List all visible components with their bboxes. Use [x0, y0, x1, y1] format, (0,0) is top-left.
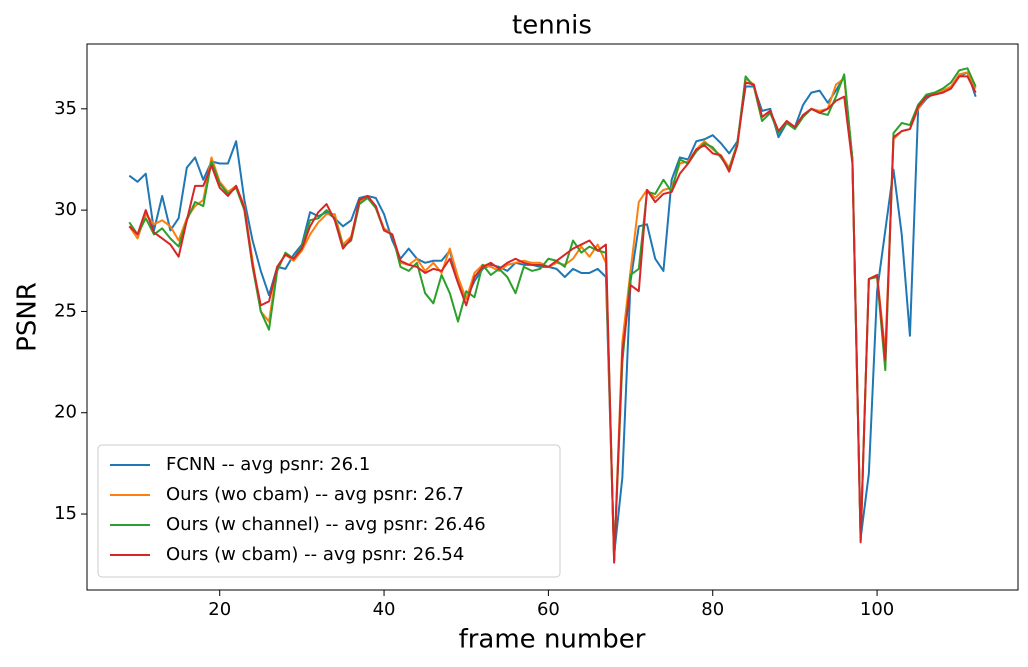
x-tick-label: 20	[208, 599, 231, 620]
chart-title: tennis	[512, 11, 592, 41]
y-tick-label: 20	[54, 402, 77, 423]
legend-label: Ours (w channel) -- avg psnr: 26.46	[166, 514, 486, 535]
x-axis-label: frame number	[459, 625, 646, 655]
series-line	[128, 67, 977, 562]
y-tick-label: 15	[54, 503, 77, 524]
y-axis-label: PSNR	[13, 282, 43, 352]
series-line	[128, 71, 977, 556]
legend-label: Ours (wo cbam) -- avg psnr: 26.7	[166, 484, 464, 505]
y-tick-label: 30	[54, 199, 77, 220]
legend-label: FCNN -- avg psnr: 26.1	[166, 454, 370, 475]
x-tick-label: 40	[373, 599, 396, 620]
x-tick-label: 80	[701, 599, 724, 620]
legend-label: Ours (w cbam) -- avg psnr: 26.54	[166, 544, 464, 565]
plot-frame	[86, 43, 1019, 591]
series-line	[128, 75, 977, 564]
y-tick-label: 25	[54, 300, 77, 321]
legend-box	[97, 444, 561, 578]
y-tick-label: 35	[54, 98, 77, 119]
x-tick-label: 60	[537, 599, 560, 620]
x-tick-label: 100	[860, 599, 894, 620]
